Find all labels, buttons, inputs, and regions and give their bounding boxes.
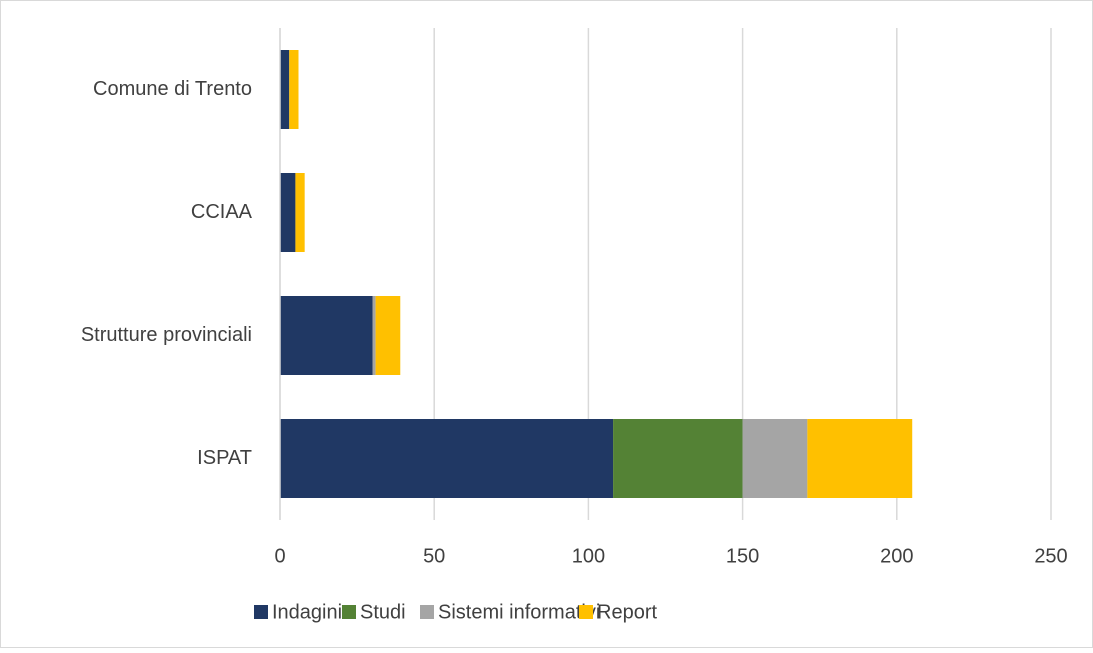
x-tick-label: 0 (274, 545, 285, 567)
legend-swatch (254, 605, 268, 619)
bar-segment (372, 296, 376, 375)
bar-segment (295, 173, 305, 252)
legend-swatch (579, 605, 593, 619)
x-tick-label: 100 (572, 545, 605, 567)
legend-label: Report (597, 601, 657, 623)
bar-segment (807, 419, 913, 498)
bar-segment (742, 419, 808, 498)
bar-segment (280, 173, 296, 252)
legend-label: Indagini (272, 601, 342, 623)
bar-segment (280, 419, 614, 498)
legend-label: Sistemi informativi (438, 601, 600, 623)
y-tick-label: Strutture provinciali (81, 324, 252, 346)
y-tick-label: Comune di Trento (93, 78, 252, 100)
x-tick-label: 250 (1034, 545, 1067, 567)
legend-swatch (342, 605, 356, 619)
bar-segment (280, 296, 373, 375)
x-tick-label: 200 (880, 545, 913, 567)
y-tick-label: CCIAA (191, 201, 253, 223)
y-tick-label: ISPAT (197, 447, 252, 469)
legend-swatch (420, 605, 434, 619)
bar-segment (613, 419, 743, 498)
x-tick-label: 50 (423, 545, 445, 567)
x-tick-label: 150 (726, 545, 759, 567)
bar-segment (375, 296, 401, 375)
legend-label: Studi (360, 601, 406, 623)
bar-segment (280, 50, 290, 129)
bar-segment (289, 50, 299, 129)
